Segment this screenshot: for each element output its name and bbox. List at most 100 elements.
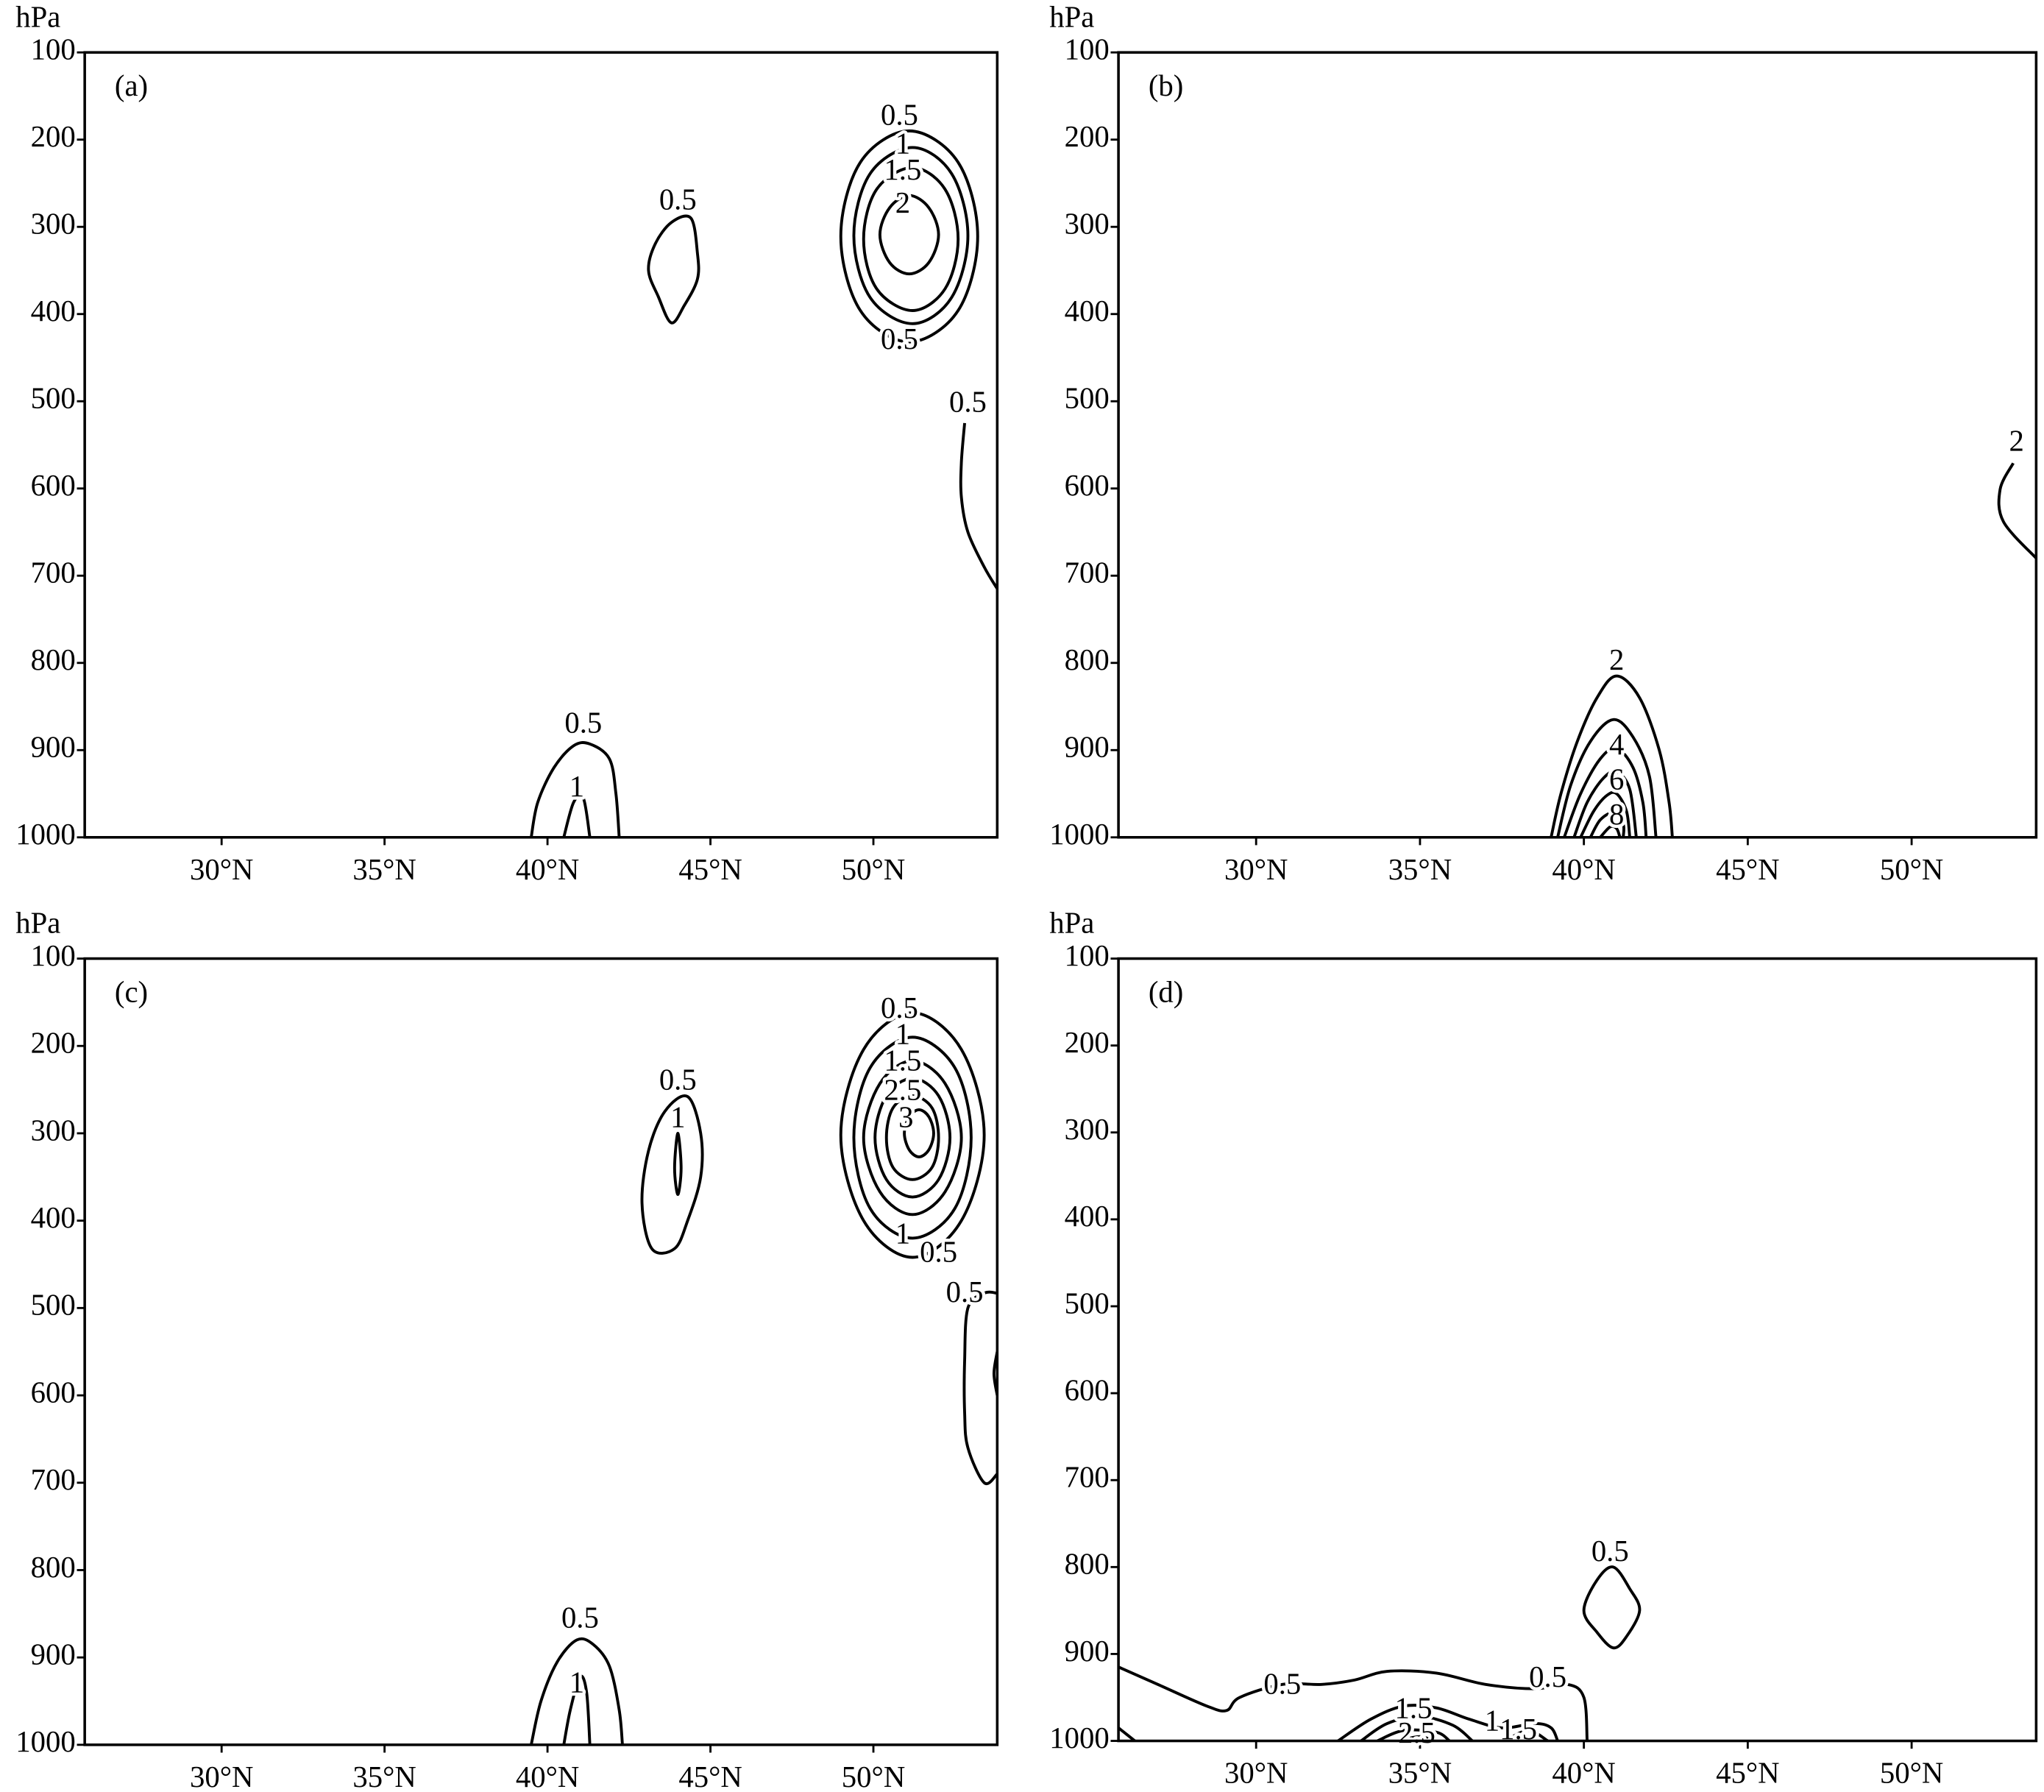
y-tick-label: 300 — [1065, 208, 1110, 241]
x-tick-label: 30°N — [190, 1760, 253, 1792]
contour-line — [1118, 1727, 1136, 1741]
panel: 100 200 300 400 500 600 700 800 900 1000 30°N 35°N 4… — [1049, 0, 2038, 886]
contours — [1550, 462, 2037, 837]
panel-label: (c) — [115, 975, 148, 1008]
contour-label: 0.5 — [659, 1063, 697, 1096]
contour-line — [1997, 462, 2037, 559]
y-tick-label: 1000 — [1049, 1721, 1109, 1754]
y-tick-label: 100 — [31, 939, 76, 972]
y-tick-label: 700 — [31, 1463, 76, 1496]
contours — [1118, 1565, 1642, 1741]
contour-label: 0.5 — [881, 322, 918, 355]
contour-label: 1 — [1485, 1704, 1500, 1737]
plot-frame — [83, 957, 999, 1746]
x-tick-label: 35°N — [352, 853, 416, 886]
y-tick-label: 700 — [31, 556, 76, 589]
plot-frame — [1117, 957, 2038, 1743]
contour-line — [878, 194, 940, 276]
contour-label: 6 — [1609, 762, 1624, 796]
y-tick-label: 300 — [31, 1113, 76, 1147]
contour-line — [1579, 790, 1631, 837]
y-tick-label: 100 — [1065, 33, 1110, 66]
contour-line — [647, 214, 700, 325]
y-tick-label: 600 — [31, 469, 76, 502]
contour-label: 0.5 — [1529, 1660, 1566, 1693]
contour-label: 2 — [1609, 643, 1624, 676]
x-tick-label: 40°N — [516, 853, 579, 886]
contour-line — [562, 793, 592, 837]
x-tick-label: 50°N — [1880, 853, 1943, 886]
contour-line — [1377, 1728, 1451, 1741]
y-tick-label: 1000 — [15, 818, 75, 851]
x-tick-label: 50°N — [842, 853, 905, 886]
contour-line — [1504, 1729, 1549, 1741]
contour-line — [839, 129, 979, 344]
panel-label: (d) — [1149, 975, 1184, 1008]
x-tick-label: 35°N — [352, 1760, 416, 1792]
contour-label: 0.5 — [946, 1275, 984, 1308]
y-tick-label: 400 — [1065, 1200, 1110, 1233]
y-tick-label: 200 — [1065, 1026, 1110, 1059]
contour-label: 1.5 — [884, 153, 921, 186]
contour-label: 1 — [895, 1216, 910, 1250]
contour-line — [1360, 1715, 1474, 1741]
contour-label: 0.5 — [564, 706, 602, 739]
contour-line — [1556, 718, 1658, 837]
contour-line — [839, 1011, 986, 1259]
plot-frame — [83, 51, 999, 839]
x-tick-label: 30°N — [1224, 853, 1288, 886]
y-tick-label: 900 — [1065, 1635, 1110, 1668]
y-tick-label: 400 — [1065, 294, 1110, 327]
panel: 100 200 300 400 500 600 700 800 900 1000 30°N 35°N 4… — [15, 0, 999, 886]
contour-line — [852, 1035, 973, 1240]
contour-label: 0.5 — [949, 385, 987, 418]
contour-line — [1572, 770, 1638, 837]
y-tick-label: 800 — [31, 1551, 76, 1584]
contour-label: 1.5 — [884, 1044, 921, 1077]
contour-line — [562, 1674, 592, 1745]
contour-label: 2 — [2009, 425, 2023, 458]
plot-frame — [1117, 51, 2038, 839]
contour-label: 1 — [569, 770, 584, 803]
contour-label: 0.5 — [1591, 1534, 1629, 1568]
contour-label: 0.5 — [881, 98, 918, 131]
contour-line — [530, 1637, 624, 1745]
contour-line — [903, 1108, 935, 1158]
y-tick-label: 200 — [31, 1027, 76, 1060]
y-tick-label: 400 — [31, 294, 76, 327]
x-tick-label: 45°N — [1716, 853, 1779, 886]
contour-label: 0.5 — [561, 1601, 599, 1635]
contour-line — [852, 146, 970, 325]
contour-label: 2.5 — [884, 1074, 921, 1107]
y-tick-label: 600 — [1065, 1373, 1110, 1406]
contours — [530, 1011, 998, 1745]
y-tick-label: 100 — [31, 33, 76, 66]
contour-label: 2 — [895, 186, 910, 219]
contour-line — [1337, 1704, 1559, 1741]
y-tick-label: 100 — [1065, 939, 1110, 972]
x-tick-label: 30°N — [1224, 1757, 1288, 1790]
contour-line — [1118, 1665, 1589, 1741]
y-tick-label: 900 — [31, 1638, 76, 1671]
contour-line — [1550, 674, 1674, 837]
contour-label: 0.5 — [1263, 1668, 1301, 1701]
contours — [530, 129, 998, 837]
x-tick-label: 40°N — [1552, 1757, 1615, 1790]
y-tick-label: 1000 — [1049, 818, 1109, 851]
y-tick-label: 800 — [1065, 1548, 1110, 1581]
contour-label: 1 — [569, 1665, 584, 1699]
y-tick-label: 500 — [31, 1289, 76, 1322]
x-tick-label: 45°N — [1716, 1757, 1779, 1790]
y-tick-label: 300 — [31, 208, 76, 241]
contour-label: 2.5 — [1398, 1716, 1436, 1749]
y-tick-label: 800 — [31, 643, 76, 676]
y-tick-label: 1000 — [15, 1725, 75, 1758]
contour-label: 1 — [895, 127, 910, 160]
y-tick-label: 600 — [1065, 469, 1110, 502]
y-tick-label: 700 — [1065, 1461, 1110, 1494]
panel: 100 200 300 400 500 600 700 800 900 1000 30°N 35°N 4… — [1049, 907, 2038, 1790]
panel-label: (a) — [115, 69, 148, 102]
panel-label: (b) — [1149, 69, 1184, 102]
y-tick-label: 800 — [1065, 643, 1110, 676]
y-tick-label: 500 — [31, 382, 76, 415]
